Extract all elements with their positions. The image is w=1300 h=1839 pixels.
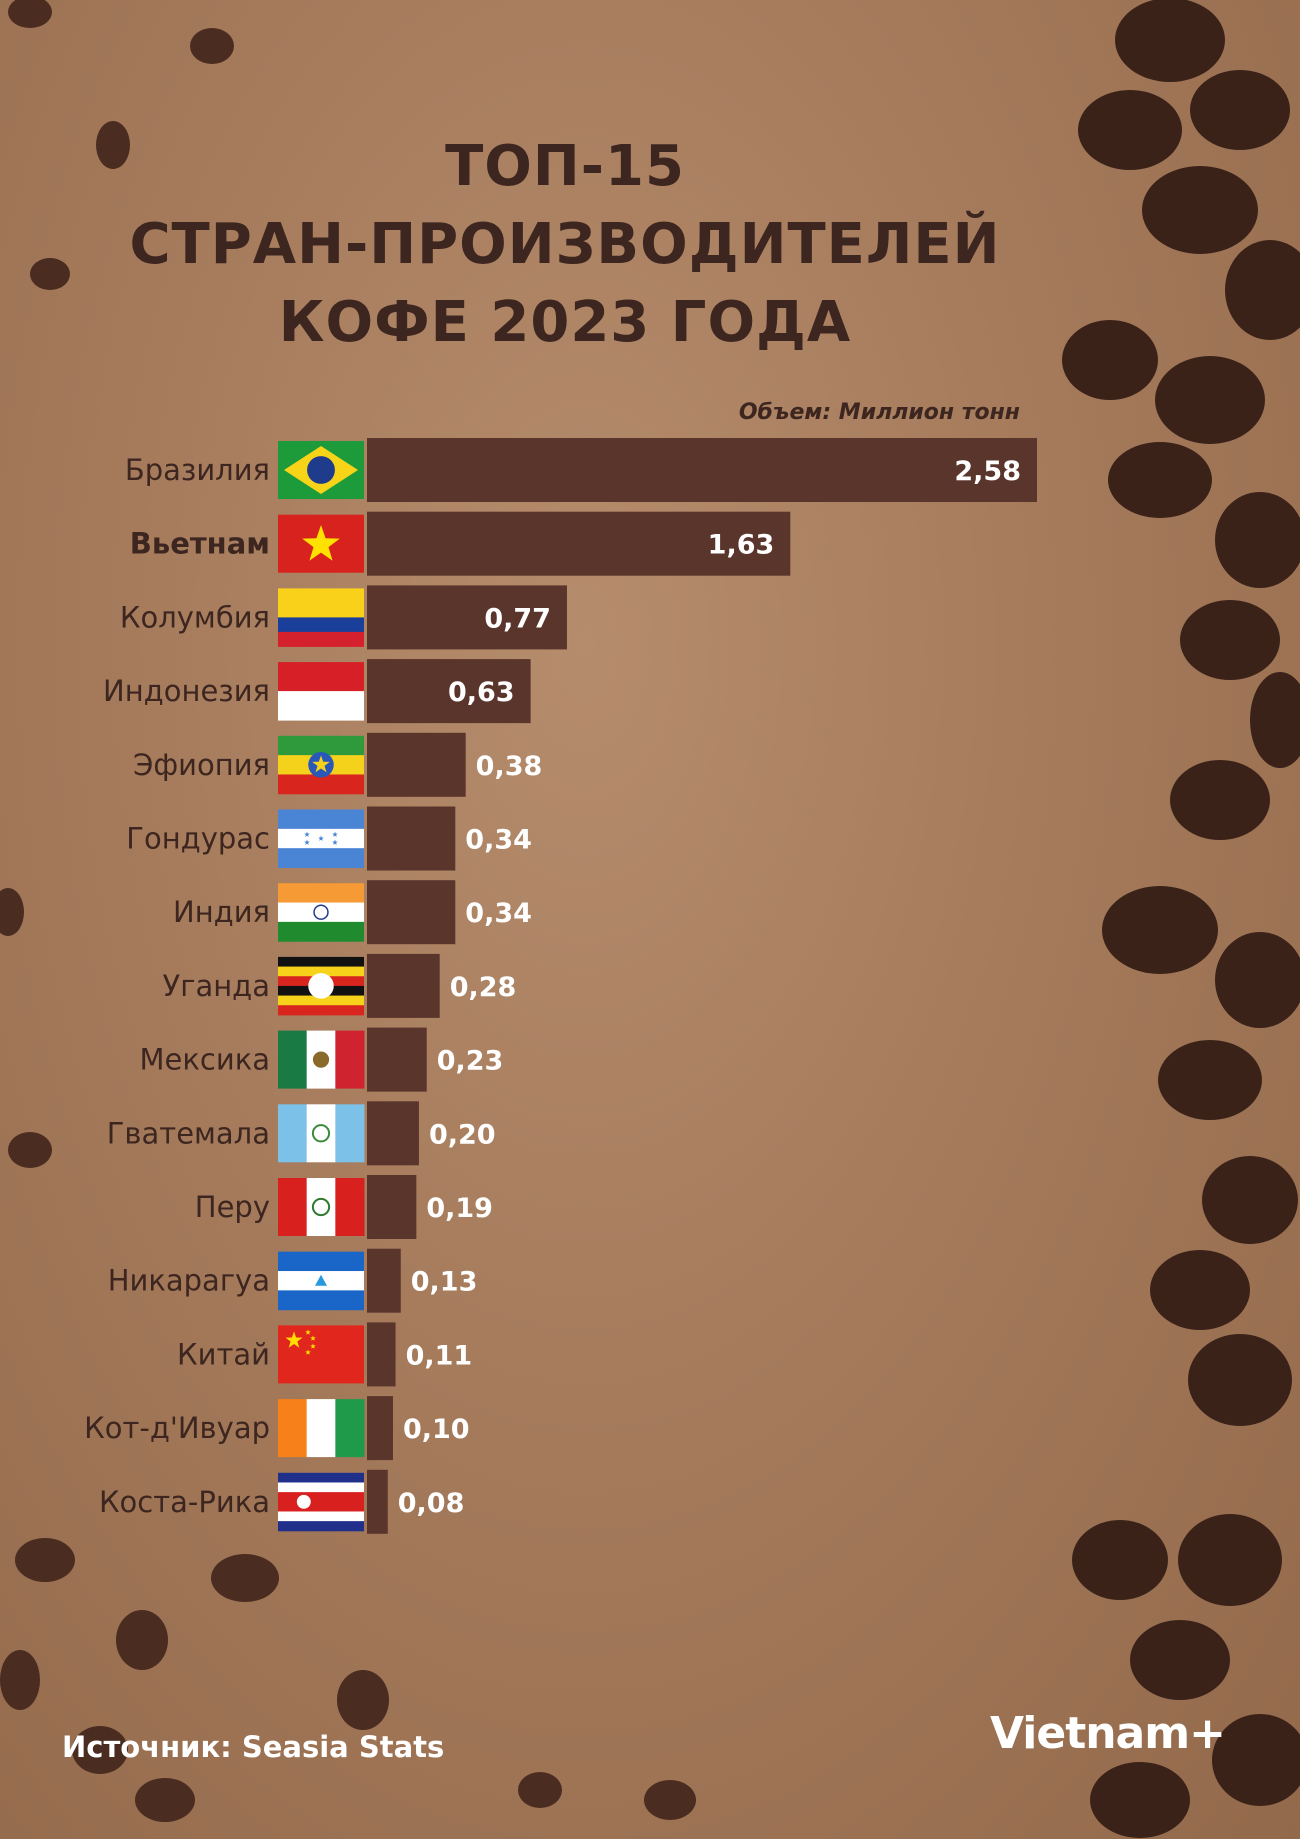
value-label: 0,23 — [437, 1046, 504, 1077]
title-line: КОФЕ 2023 ГОДА — [278, 290, 852, 355]
bar — [367, 1469, 388, 1534]
bar — [367, 1322, 396, 1387]
value-label: 0,13 — [411, 1267, 478, 1298]
title-line: СТРАН-ПРОИЗВОДИТЕЛЕЙ — [129, 212, 1001, 277]
value-label: 0,38 — [476, 751, 543, 782]
flag-indonesia-icon — [278, 662, 364, 721]
category-label: Кот-д'Ивуар — [84, 1411, 270, 1445]
bar — [367, 1248, 401, 1313]
flag-honduras-icon — [278, 809, 364, 868]
category-label: Никарагуа — [108, 1264, 270, 1298]
unit-label: Объем: Миллион тонн — [738, 400, 1020, 425]
bar — [367, 953, 440, 1018]
flag-india-icon — [278, 883, 364, 942]
flag-colombia-icon — [278, 588, 364, 647]
bar — [367, 511, 791, 576]
flag-cote-divoire-icon — [278, 1399, 365, 1458]
value-label: 0,20 — [429, 1119, 496, 1150]
flag-uganda-icon — [278, 956, 364, 1016]
flag-guatemala-icon — [278, 1104, 365, 1163]
source-label: Источник: Seasia Stats — [62, 1730, 445, 1764]
flag-nicaragua-icon — [278, 1251, 364, 1311]
category-label: Китай — [177, 1337, 270, 1371]
bar — [367, 1396, 393, 1461]
category-label: Коста-Рика — [99, 1485, 270, 1519]
category-label: Эфиопия — [133, 748, 270, 782]
flag-vietnam-icon — [278, 514, 364, 573]
vietnamplus-logo: Vietnam+ — [990, 1708, 1226, 1759]
value-label: 0,63 — [448, 677, 515, 708]
category-label: Перу — [195, 1190, 270, 1224]
flag-mexico-icon — [278, 1030, 365, 1089]
bar — [367, 880, 456, 945]
category-label: Гондурас — [126, 822, 270, 856]
value-label: 0,77 — [484, 603, 551, 634]
bar — [367, 806, 456, 871]
bar — [367, 659, 531, 724]
value-label: 0,10 — [403, 1414, 470, 1445]
category-label: Бразилия — [125, 453, 270, 487]
category-label: Индонезия — [103, 674, 270, 708]
flag-ethiopia-icon — [278, 735, 364, 795]
value-label: 0,19 — [426, 1193, 493, 1224]
flag-costa-rica-icon — [278, 1472, 364, 1532]
value-label: 0,28 — [450, 972, 517, 1003]
value-label: 0,34 — [465, 898, 532, 929]
value-label: 0,34 — [465, 825, 532, 856]
bar — [367, 585, 567, 650]
value-label: 2,58 — [954, 456, 1021, 487]
bar — [367, 438, 1037, 502]
value-label: 1,63 — [708, 530, 775, 561]
bar — [367, 1101, 419, 1166]
chart-title: ТОП-15 СТРАН-ПРОИЗВОДИТЕЛЕЙ КОФЕ 2023 ГО… — [0, 128, 1130, 362]
category-label: Гватемала — [107, 1116, 270, 1150]
category-label: Колумбия — [120, 600, 270, 634]
bar — [367, 732, 466, 797]
category-label: Индия — [173, 895, 270, 929]
category-label: Вьетнам — [130, 527, 270, 561]
category-label: Уганда — [163, 969, 270, 1003]
flag-china-icon — [278, 1325, 364, 1384]
bar — [367, 1175, 417, 1239]
flag-peru-icon — [278, 1178, 365, 1236]
title-line: ТОП-15 — [445, 134, 685, 199]
value-label: 0,08 — [398, 1488, 465, 1519]
value-label: 0,11 — [406, 1340, 473, 1371]
category-label: Мексика — [140, 1043, 270, 1077]
flag-brazil-icon — [278, 441, 364, 499]
bar — [367, 1027, 427, 1092]
